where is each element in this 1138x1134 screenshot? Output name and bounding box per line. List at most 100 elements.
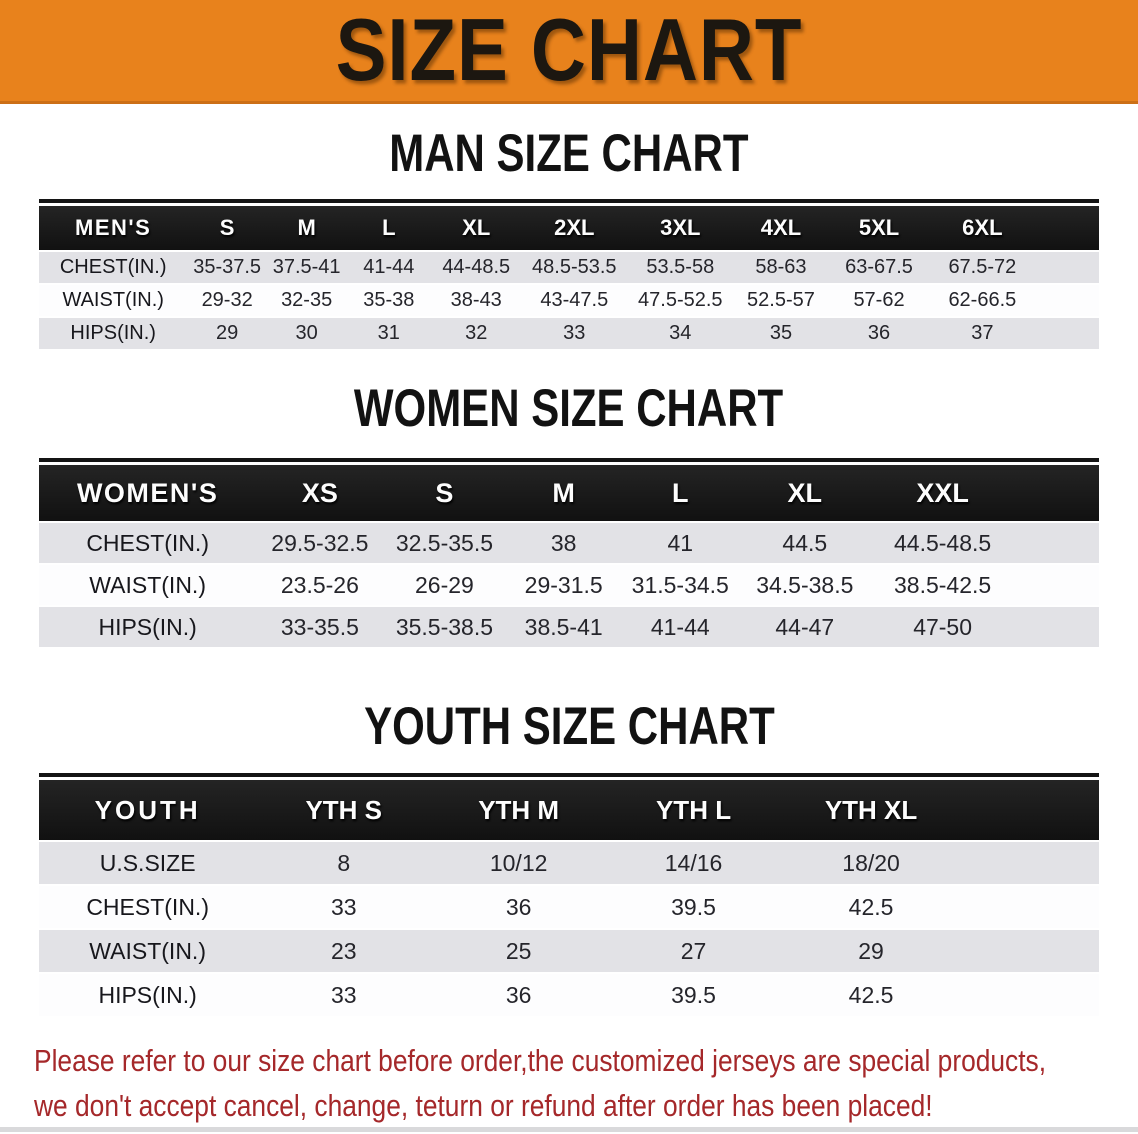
row-label: WAIST(IN.) <box>39 563 257 605</box>
youth-corner-label: YOUTH <box>39 780 257 840</box>
youth-col-header: YTH XL <box>780 780 962 840</box>
filler-cell <box>1035 283 1099 316</box>
size-cell: 23 <box>256 928 432 972</box>
size-cell: 38.5-41 <box>505 605 622 647</box>
size-cell: 41 <box>621 521 739 563</box>
men-col-header: 3XL <box>627 206 734 250</box>
size-cell: 53.5-58 <box>627 250 734 283</box>
women-section-heading-text: WOMEN SIZE CHART <box>354 378 784 438</box>
men-waist-row: WAIST(IN.) 29-32 32-35 35-38 38-43 43-47… <box>39 283 1099 316</box>
size-cell: 39.5 <box>606 972 781 1016</box>
size-cell: 18/20 <box>780 840 962 884</box>
size-cell: 38-43 <box>431 283 522 316</box>
size-cell: 36 <box>431 884 607 928</box>
filler-cell <box>1014 605 1099 647</box>
size-cell: 42.5 <box>780 972 962 1016</box>
size-cell: 14/16 <box>606 840 781 884</box>
size-cell: 31 <box>346 316 432 349</box>
size-cell: 35 <box>733 316 829 349</box>
women-chest-row: CHEST(IN.) 29.5-32.5 32.5-35.5 38 41 44.… <box>39 521 1099 563</box>
size-cell: 39.5 <box>606 884 781 928</box>
youth-header-row: YOUTH YTH S YTH M YTH L YTH XL <box>39 780 1099 840</box>
youth-section-heading-text: YOUTH SIZE CHART <box>363 696 775 756</box>
size-cell: 33 <box>521 316 628 349</box>
size-cell: 34 <box>627 316 734 349</box>
size-cell: 31.5-34.5 <box>621 563 739 605</box>
size-cell: 25 <box>431 928 607 972</box>
row-label: CHEST(IN.) <box>39 250 188 283</box>
women-corner-label: WOMEN'S <box>39 465 257 521</box>
women-col-header: M <box>505 465 622 521</box>
size-cell: 32 <box>431 316 522 349</box>
size-cell: 42.5 <box>780 884 962 928</box>
filler-cell <box>1035 316 1099 349</box>
women-header-row: WOMEN'S XS S M L XL XXL <box>39 465 1099 521</box>
men-hips-row: HIPS(IN.) 29 30 31 32 33 34 35 36 37 <box>39 316 1099 349</box>
men-size-table-wrap: MEN'S S M L XL 2XL 3XL 4XL 5XL 6XL CHEST… <box>39 199 1099 349</box>
row-label: WAIST(IN.) <box>39 283 188 316</box>
size-cell: 44-48.5 <box>431 250 522 283</box>
banner-title: SIZE CHART <box>335 0 803 100</box>
women-col-header: XS <box>256 465 384 521</box>
youth-waist-row: WAIST(IN.) 23 25 27 29 <box>39 928 1099 972</box>
filler-cell <box>1014 465 1099 521</box>
size-cell: 27 <box>606 928 781 972</box>
filler-cell <box>1014 563 1099 605</box>
size-cell: 8 <box>256 840 432 884</box>
men-col-header: 6XL <box>929 206 1036 250</box>
disclaimer-line-1-text: Please refer to our size chart before or… <box>34 1043 1047 1078</box>
row-label: HIPS(IN.) <box>39 972 257 1016</box>
filler-cell <box>1014 521 1099 563</box>
men-col-header: XL <box>431 206 522 250</box>
size-cell: 37 <box>929 316 1036 349</box>
row-label: HIPS(IN.) <box>39 316 188 349</box>
disclaimer-line-2-text: we don't accept cancel, change, teturn o… <box>34 1088 933 1123</box>
size-cell: 37.5-41 <box>266 250 347 283</box>
filler-cell <box>961 884 1099 928</box>
men-col-header: 2XL <box>521 206 628 250</box>
size-cell: 62-66.5 <box>929 283 1036 316</box>
man-section-heading: MAN SIZE CHART <box>0 123 1138 183</box>
men-header-row: MEN'S S M L XL 2XL 3XL 4XL 5XL 6XL <box>39 206 1099 250</box>
size-cell: 23.5-26 <box>256 563 384 605</box>
men-chest-row: CHEST(IN.) 35-37.5 37.5-41 41-44 44-48.5… <box>39 250 1099 283</box>
women-waist-row: WAIST(IN.) 23.5-26 26-29 29-31.5 31.5-34… <box>39 563 1099 605</box>
size-cell: 47.5-52.5 <box>627 283 734 316</box>
filler-cell <box>1035 206 1099 250</box>
disclaimer-line-1: Please refer to our size chart before or… <box>34 1038 1138 1083</box>
youth-chest-row: CHEST(IN.) 33 36 39.5 42.5 <box>39 884 1099 928</box>
size-cell: 63-67.5 <box>828 250 930 283</box>
disclaimer: Please refer to our size chart before or… <box>34 1038 1138 1128</box>
size-cell: 44.5-48.5 <box>871 521 1015 563</box>
size-cell: 30 <box>266 316 347 349</box>
row-label: HIPS(IN.) <box>39 605 257 647</box>
man-section-heading-text: MAN SIZE CHART <box>389 123 749 183</box>
size-cell: 36 <box>431 972 607 1016</box>
youth-col-header: YTH S <box>256 780 432 840</box>
size-cell: 67.5-72 <box>929 250 1036 283</box>
size-cell: 32-35 <box>266 283 347 316</box>
size-cell: 47-50 <box>871 605 1015 647</box>
size-cell: 35.5-38.5 <box>383 605 506 647</box>
size-cell: 29-31.5 <box>505 563 622 605</box>
banner: SIZE CHART <box>0 0 1138 104</box>
youth-section-heading: YOUTH SIZE CHART <box>0 696 1138 756</box>
size-cell: 29 <box>187 316 267 349</box>
size-cell: 38.5-42.5 <box>871 563 1015 605</box>
men-corner-label: MEN'S <box>39 206 188 250</box>
size-cell: 26-29 <box>383 563 506 605</box>
size-cell: 52.5-57 <box>733 283 829 316</box>
women-hips-row: HIPS(IN.) 33-35.5 35.5-38.5 38.5-41 41-4… <box>39 605 1099 647</box>
women-col-header: L <box>621 465 739 521</box>
size-cell: 33 <box>256 884 432 928</box>
women-size-table-wrap: WOMEN'S XS S M L XL XXL CHEST(IN.) 29.5-… <box>39 458 1099 647</box>
row-label: U.S.SIZE <box>39 840 257 884</box>
size-cell: 29.5-32.5 <box>256 521 384 563</box>
size-cell: 44.5 <box>738 521 872 563</box>
disclaimer-line-2: we don't accept cancel, change, teturn o… <box>34 1083 1138 1128</box>
size-cell: 33 <box>256 972 432 1016</box>
size-cell: 44-47 <box>738 605 872 647</box>
youth-size-table: YOUTH YTH S YTH M YTH L YTH XL U.S.SIZE … <box>39 780 1099 1016</box>
men-col-header: M <box>266 206 347 250</box>
